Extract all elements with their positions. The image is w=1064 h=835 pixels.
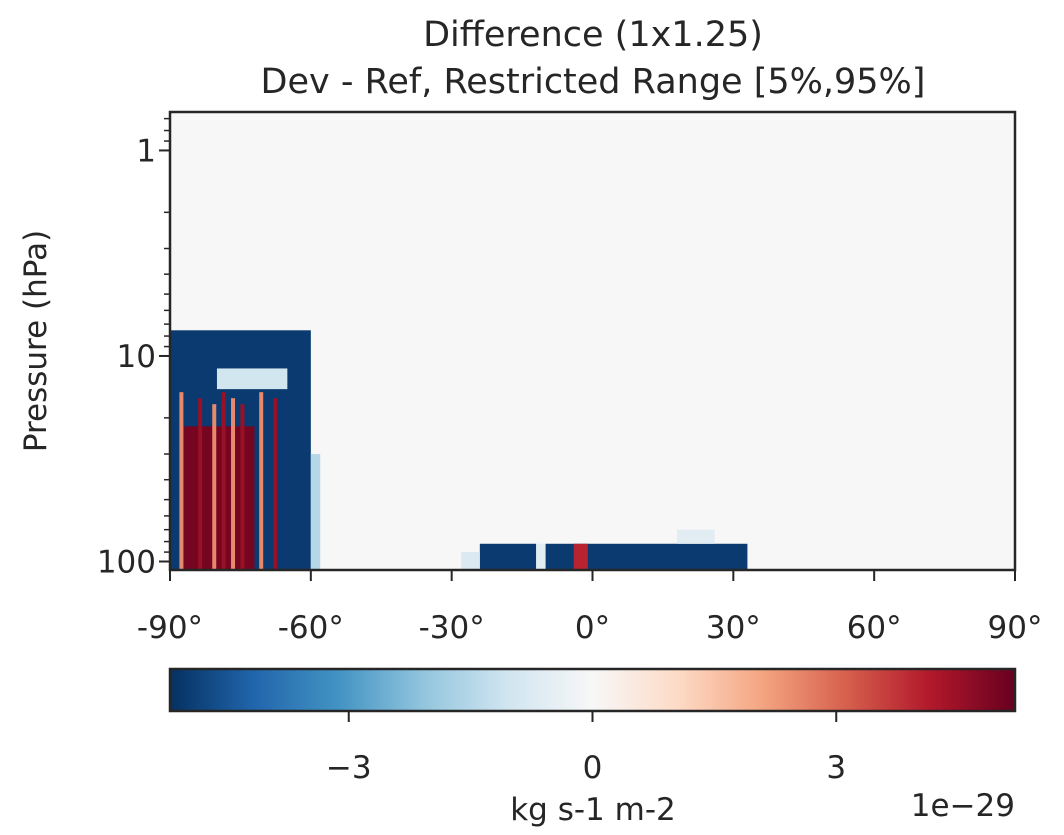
heatmap-cell <box>573 543 588 570</box>
colorbar-tick-label: 3 <box>826 750 846 786</box>
y-tick-label: 10 <box>117 339 156 375</box>
y-axis-label: Pressure (hPa) <box>18 230 54 452</box>
colorbar-tick-label: 0 <box>583 750 603 786</box>
heatmap-cell <box>231 398 236 570</box>
x-tick-label: 30° <box>706 610 761 646</box>
heatmap-cell <box>536 543 546 570</box>
colorbar-offset-text: 1e−29 <box>911 788 1015 824</box>
heatmap-cell <box>198 398 203 570</box>
chart-title: Difference (1x1.25) <box>423 15 763 55</box>
heatmap-cell <box>677 529 715 544</box>
y-tick-label: 1 <box>136 133 156 169</box>
heatmap-cell <box>310 454 321 570</box>
heatmap-cell <box>179 392 184 570</box>
heatmap-cell <box>461 552 480 570</box>
colorbar: −3 0 3 kg s-1 m-2 1e−29 <box>168 667 1017 828</box>
heatmap-cell <box>212 404 217 570</box>
colorbar-label: kg s-1 m-2 <box>510 792 676 828</box>
heatmap-cell <box>216 368 288 390</box>
heatmap-cell <box>479 543 537 570</box>
y-tick-label: 100 <box>97 544 156 580</box>
x-tick-label: 60° <box>847 610 902 646</box>
x-tick-label: 0° <box>575 610 610 646</box>
heatmap-cell <box>221 392 226 570</box>
chart-subtitle: Dev - Ref, Restricted Range [5%,95%] <box>261 62 926 102</box>
heatmap-cell <box>240 404 245 570</box>
x-tick-label: -60° <box>278 610 344 646</box>
heatmap-cell <box>273 398 278 570</box>
heatmap-cell <box>259 392 264 570</box>
plot-area <box>170 112 1015 570</box>
colorbar-tick-label: −3 <box>326 750 372 786</box>
colorbar-gradient <box>168 667 1017 713</box>
x-tick-label: -30° <box>419 610 485 646</box>
x-tick-label: -90° <box>137 610 203 646</box>
x-tick-label: 90° <box>988 610 1043 646</box>
